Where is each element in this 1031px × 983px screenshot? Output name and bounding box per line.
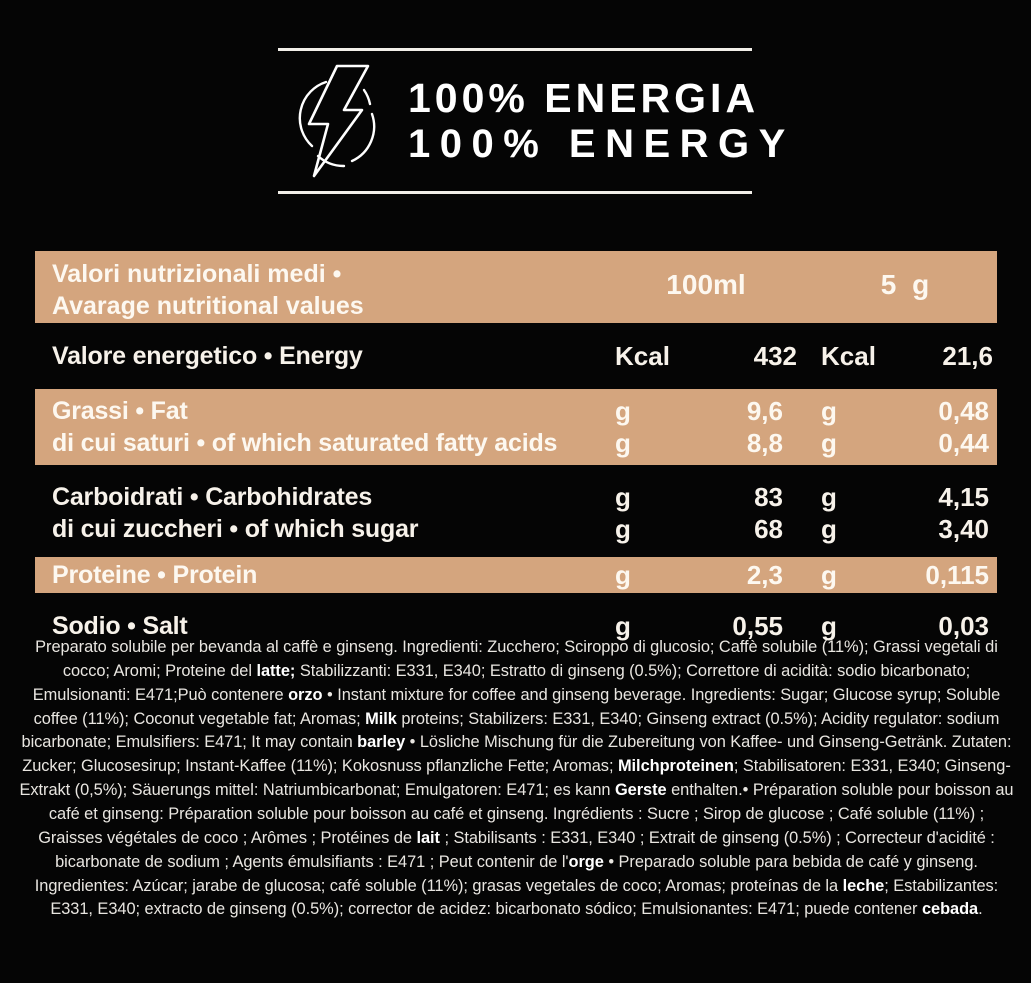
allergen-milk: Milk — [365, 709, 397, 728]
row-unit-a-energy: Kcal — [615, 340, 670, 371]
row-label-sodium: Sodio • Salt — [52, 611, 188, 640]
ingredients-en-2: proteins; Stabilizers: E331, E340; Ginse… — [21, 709, 1000, 752]
row-unit-b-carbohydrates: g — [821, 481, 837, 512]
row-value-b-sodium: 0,03 — [938, 610, 989, 641]
row-value-a-carbohydrates: 83 — [754, 481, 783, 512]
column-header-100ml: 100ml — [666, 269, 746, 300]
ingredients-es-2: ; Estabilizantes: E331, E340; extracto d… — [50, 876, 999, 919]
row-label-carbohydrates: Carboidrati • Carbohidrates — [52, 482, 373, 511]
allergen-milchproteinen: Milchproteinen — [617, 757, 734, 776]
ingredients-de-1: • Lösliche Mischung für die Zubereitung … — [22, 733, 1012, 776]
header-label-line2: Avarage nutritional values — [52, 291, 364, 320]
column-header-5g: 5 g — [880, 269, 934, 300]
row-label-fat: Grassi • Fat — [52, 396, 188, 425]
row-value-a-energy: 432 — [753, 340, 797, 371]
allergen-latte: latte; — [256, 661, 296, 680]
ingredients-de-3: enthalten. — [666, 781, 743, 800]
allergen-barley: barley — [357, 733, 406, 752]
row-unit-b-saturated-fat: g — [821, 427, 837, 458]
ingredients-es-3: . — [978, 900, 983, 919]
allergen-leche: leche — [842, 876, 885, 895]
title-line-english: 100% ENERGY — [408, 121, 795, 166]
row-unit-b-sugars: g — [821, 513, 837, 544]
allergen-gerste: Gerste — [614, 781, 667, 800]
table-header-label: Valori nutrizionali medi • Avarage nutri… — [52, 259, 364, 322]
row-value-b-carbohydrates: 4,15 — [938, 481, 989, 512]
row-unit-b-protein: g — [821, 559, 837, 590]
row-label-energy: Valore energetico • Energy — [52, 341, 363, 370]
banner-rule-bottom — [278, 191, 752, 194]
header-label-line1: Valori nutrizionali medi • — [52, 260, 342, 288]
table-row-carbohydrates: Carboidrati • Carbohidrates g 83 g 4,15 … — [35, 477, 997, 549]
row-value-b-fat: 0,48 — [938, 395, 989, 426]
table-header-row: Valori nutrizionali medi • Avarage nutri… — [35, 251, 997, 323]
row-unit-b-fat: g — [821, 395, 837, 426]
row-value-b-saturated-fat: 0,44 — [938, 427, 989, 458]
ingredients-es-1: • Preparado soluble para bebida de café … — [34, 852, 978, 895]
energy-banner: 100% ENERGIA 100% ENERGY — [278, 48, 785, 194]
row-label-saturated-fat: di cui saturi • of which saturated fatty… — [52, 428, 558, 457]
row-unit-a-carbohydrates: g — [615, 481, 631, 512]
row-unit-b-energy: Kcal — [821, 340, 876, 371]
ingredients-fr-2: ; Stabilisants : E331, E340 ; Extrait de… — [55, 828, 995, 871]
row-label-protein: Proteine • Protein — [52, 560, 258, 589]
banner-rule-top — [278, 48, 752, 51]
ingredients-it-1: Preparato solubile per bevanda al caffè … — [35, 638, 998, 680]
row-unit-a-sodium: g — [615, 610, 631, 641]
allergen-cebada: cebada — [921, 900, 979, 919]
row-unit-a-sugars: g — [615, 513, 631, 544]
title-line-italian: 100% ENERGIA — [408, 74, 760, 121]
row-value-a-fat: 9,6 — [746, 395, 783, 426]
row-value-b-protein: 0,115 — [925, 559, 989, 590]
row-unit-b-sodium: g — [821, 610, 837, 641]
lightning-bolt-icon — [298, 64, 376, 178]
row-value-a-protein: 2,3 — [746, 559, 783, 590]
table-row-energy: Valore energetico • Energy Kcal 432 Kcal… — [35, 335, 997, 377]
ingredients-text: Preparato solubile per bevanda al caffè … — [18, 636, 1015, 922]
row-value-a-sodium: 0,55 — [732, 610, 783, 641]
row-label-sugars: di cui zuccheri • of which sugar — [52, 514, 419, 543]
row-value-a-saturated-fat: 8,8 — [746, 427, 783, 458]
ingredients-de-2: ; Stabilisatoren: E331, E340; Ginseng-Ex… — [19, 757, 1011, 800]
row-value-b-sugars: 3,40 — [938, 513, 989, 544]
row-unit-a-fat: g — [615, 395, 631, 426]
allergen-lait: lait — [416, 828, 440, 847]
row-value-a-sugars: 68 — [754, 513, 783, 544]
ingredients-en-1: • Instant mixture for coffee and ginseng… — [33, 685, 1001, 728]
allergen-orge: orge — [568, 852, 604, 871]
allergen-orzo: orzo — [288, 685, 323, 704]
row-unit-a-protein: g — [615, 559, 631, 590]
table-row-protein: Proteine • Protein g 2,3 g 0,115 — [35, 557, 997, 593]
table-row-fat: Grassi • Fat g 9,6 g 0,48 di cui saturi … — [35, 389, 997, 465]
row-unit-a-saturated-fat: g — [615, 427, 631, 458]
row-value-b-energy: 21,6 — [942, 340, 993, 371]
table-row-sodium: Sodio • Salt g 0,55 g 0,03 — [35, 605, 997, 647]
nutrition-table: Valori nutrizionali medi • Avarage nutri… — [35, 251, 997, 647]
ingredients-fr-1: • Préparation soluble pour boisson au ca… — [38, 781, 1014, 847]
energy-title: 100% ENERGIA 100% ENERGY — [394, 74, 795, 167]
ingredients-it-2: Stabilizzanti: E331, E340; Estratto di g… — [32, 661, 971, 704]
